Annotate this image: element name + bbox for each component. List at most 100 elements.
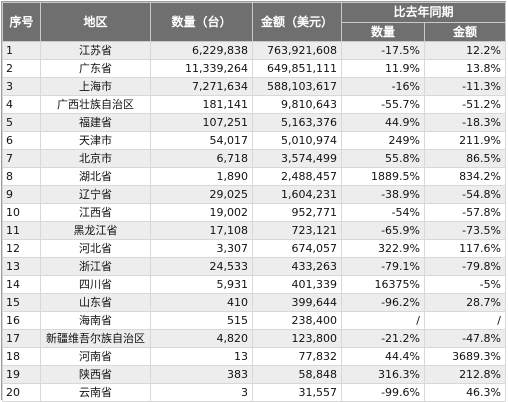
cell-quantity: 54,017 [150,131,253,150]
cell-yoy-amount: 86.5% [423,149,507,168]
cell-amount: 1,604,231 [252,185,342,204]
table-body: 1 江苏省 6,229,838 763,921,608 -17.5% 12.2% 2 广东省 1… [2,41,507,402]
table-row: 16 海南省 515 238,400// [2,311,507,330]
cell-rank: 11 [2,221,41,240]
cell-region: 黑龙江省 [40,221,151,240]
cell-yoy-quantity: 249% [341,131,425,150]
cell-rank: 6 [2,131,41,150]
header-region: 地区 [40,2,151,42]
cell-rank: 19 [2,365,41,384]
cell-amount: 5,163,376 [252,113,342,132]
cell-region: 山东省 [40,293,151,312]
cell-rank: 17 [2,329,41,348]
table-row: 19 陕西省 383 58,848 316.3% 212.8% [2,365,507,384]
cell-quantity: 181,141 [150,95,253,114]
cell-yoy-quantity: 44.4% [341,347,425,366]
cell-yoy-quantity: 44.9% [341,113,425,132]
cell-region: 陕西省 [40,365,151,384]
table-header: 序号 地区 数量（台） 金额（美元） 比去年同期 数量 金额 [2,2,507,42]
cell-amount: 2,488,457 [252,167,342,186]
cell-region: 浙江省 [40,257,151,276]
table-row: 14 四川省 5,931 401,339 16375% -5% [2,275,507,294]
cell-rank: 5 [2,113,41,132]
cell-region: 新疆维吾尔族自治区 [40,329,151,348]
table-row: 11 黑龙江省 17,108 723,121 -65.9% -73.5% [2,221,507,240]
cell-quantity: 107,251 [150,113,253,132]
cell-yoy-quantity: 16375% [341,275,425,294]
cell-yoy-amount: -47.8% [423,329,507,348]
cell-amount: 674,057 [252,239,342,258]
cell-region: 辽宁省 [40,185,151,204]
cell-rank: 2 [2,59,41,78]
table-row: 2 广东省 11,339,264 649,851,111 11.9% 13.8% [2,59,507,78]
cell-yoy-quantity: 316.3% [341,365,425,384]
cell-rank: 10 [2,203,41,222]
cell-rank: 15 [2,293,41,312]
cell-rank: 13 [2,257,41,276]
cell-amount: 123,800 [252,329,342,348]
cell-yoy-amount: / [423,311,507,330]
cell-quantity: 4,820 [150,329,253,348]
cell-yoy-quantity: 11.9% [341,59,425,78]
table-row: 9 辽宁省 29,025 1,604,231 -38.9% -54.8% [2,185,507,204]
table-row: 18 河南省 13 77,832 44.4% 3689.3% [2,347,507,366]
cell-quantity: 6,718 [150,149,253,168]
cell-yoy-amount: 834.2% [423,167,507,186]
cell-amount: 238,400 [252,311,342,330]
cell-yoy-quantity: -79.1% [341,257,425,276]
cell-rank: 9 [2,185,41,204]
cell-amount: 77,832 [252,347,342,366]
cell-quantity: 383 [150,365,253,384]
table-row: 4 广西壮族自治区 181,141 9,810,643 -55.7% -51.2% [2,95,507,114]
table-row: 7 北京市 6,718 3,574,499 55.8% 86.5% [2,149,507,168]
cell-region: 海南省 [40,311,151,330]
cell-quantity: 1,890 [150,167,253,186]
cell-quantity: 29,025 [150,185,253,204]
cell-rank: 20 [2,383,41,402]
cell-amount: 5,010,974 [252,131,342,150]
table-row: 12 河北省 3,307 674,057 322.9% 117.6% [2,239,507,258]
cell-yoy-amount: -18.3% [423,113,507,132]
cell-region: 河南省 [40,347,151,366]
table-row: 15 山东省 410 399,644 -96.2% 28.7% [2,293,507,312]
cell-quantity: 5,931 [150,275,253,294]
cell-yoy-amount: 28.7% [423,293,507,312]
cell-rank: 7 [2,149,41,168]
cell-amount: 399,644 [252,293,342,312]
header-quantity: 数量（台） [150,2,253,42]
cell-yoy-amount: 12.2% [423,41,507,60]
cell-quantity: 3 [150,383,253,402]
cell-amount: 763,921,608 [252,41,342,60]
cell-region: 云南省 [40,383,151,402]
cell-quantity: 11,339,264 [150,59,253,78]
cell-yoy-quantity: -16% [341,77,425,96]
cell-yoy-amount: -79.8% [423,257,507,276]
cell-quantity: 410 [150,293,253,312]
cell-region: 福建省 [40,113,151,132]
cell-yoy-amount: 117.6% [423,239,507,258]
header-yoy: 比去年同期 [340,2,507,23]
cell-amount: 401,339 [252,275,342,294]
cell-yoy-quantity: -96.2% [341,293,425,312]
cell-amount: 723,121 [252,221,342,240]
header-amount: 金额（美元） [252,2,342,42]
cell-yoy-amount: -54.8% [423,185,507,204]
table-row: 6 天津市 54,017 5,010,974 249% 211.9% [2,131,507,150]
cell-amount: 433,263 [252,257,342,276]
table-row: 13 浙江省 24,533 433,263 -79.1% -79.8% [2,257,507,276]
header-yoy-amount: 金额 [423,21,507,42]
cell-yoy-amount: -73.5% [423,221,507,240]
cell-quantity: 3,307 [150,239,253,258]
cell-amount: 31,557 [252,383,342,402]
cell-region: 江苏省 [40,41,151,60]
cell-yoy-quantity: 55.8% [341,149,425,168]
cell-quantity: 515 [150,311,253,330]
cell-yoy-quantity: 1889.5% [341,167,425,186]
cell-rank: 8 [2,167,41,186]
cell-yoy-quantity: -38.9% [341,185,425,204]
cell-rank: 3 [2,77,41,96]
cell-region: 四川省 [40,275,151,294]
cell-region: 广东省 [40,59,151,78]
